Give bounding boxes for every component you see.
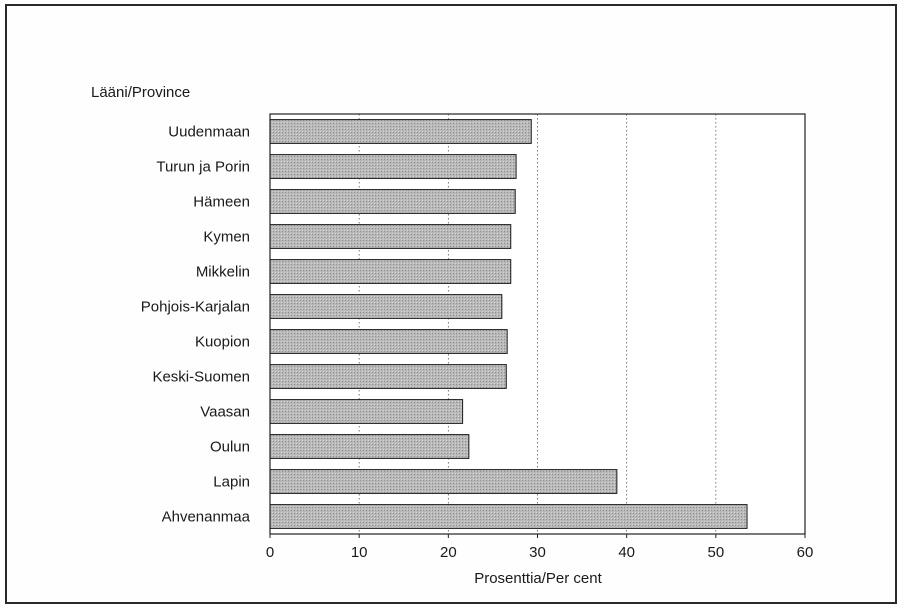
category-label: Oulun	[210, 439, 250, 456]
x-axis-title: Prosenttia/Per cent	[474, 570, 602, 587]
x-tick-label: 60	[797, 544, 814, 561]
category-label: Vaasan	[200, 404, 250, 421]
bar	[269, 119, 532, 144]
category-label: Kuopion	[195, 334, 250, 351]
x-tick-label: 50	[707, 544, 724, 561]
x-tick-label: 30	[529, 544, 546, 561]
category-label: Mikkelin	[196, 264, 250, 281]
bar	[269, 434, 470, 459]
x-tick-label: 10	[351, 544, 368, 561]
category-label: Pohjois-Karjalan	[141, 299, 250, 316]
bar	[269, 154, 517, 179]
bar	[269, 469, 618, 494]
category-label: Lapin	[213, 474, 250, 491]
bar	[269, 294, 503, 319]
x-tick-label: 0	[266, 544, 274, 561]
plot-border	[269, 113, 806, 535]
bar	[269, 399, 464, 424]
bar	[269, 259, 512, 284]
x-tick-label: 20	[440, 544, 457, 561]
category-label: Kymen	[203, 229, 250, 246]
y-axis-title: Lääni/Province	[91, 84, 190, 101]
bar	[269, 329, 508, 354]
x-tick-label: 40	[618, 544, 635, 561]
category-label: Keski-Suomen	[152, 369, 250, 386]
plot-area: 0 10 20 30 40 50 60 Uudenmaan Turun ja Porin Häme…	[141, 113, 814, 561]
bar	[269, 189, 516, 214]
category-label: Turun ja Porin	[156, 159, 250, 176]
bar	[269, 504, 748, 529]
category-label: Ahvenanmaa	[162, 509, 251, 526]
category-label: Hämeen	[193, 194, 250, 211]
bar	[269, 224, 512, 249]
plot-background	[270, 114, 805, 534]
bar	[269, 364, 507, 389]
category-label: Uudenmaan	[168, 124, 250, 141]
